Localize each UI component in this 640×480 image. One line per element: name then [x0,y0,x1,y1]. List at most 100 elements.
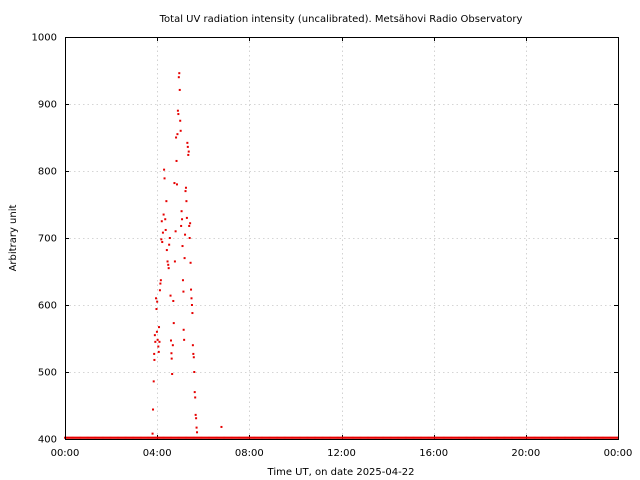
data-point [161,436,164,439]
data-point [429,436,432,439]
data-point [171,344,174,347]
data-point [190,436,193,439]
data-point [231,436,234,439]
data-point [177,113,180,116]
data-point [151,432,154,435]
x-tick-label: 12:00 [327,448,356,459]
data-point [202,436,205,439]
data-point [505,436,508,439]
data-point [187,150,190,153]
data-point [428,436,431,439]
data-point [311,436,314,439]
data-point [162,213,165,216]
data-point [241,436,244,439]
data-point [395,436,398,439]
data-point [173,436,176,439]
data-point [592,436,595,439]
data-point [393,436,396,439]
data-point [384,436,387,439]
data-point [447,436,450,439]
data-point [611,436,614,439]
data-point [514,436,517,439]
data-point [84,436,87,439]
data-point [436,436,439,439]
data-point [182,328,185,331]
data-point [354,436,357,439]
data-point [123,436,126,439]
data-point [144,436,147,439]
data-point [381,436,384,439]
data-point [483,436,486,439]
data-point [587,436,590,439]
data-point [365,436,368,439]
data-point [184,436,187,439]
data-point [153,358,156,361]
data-point [180,436,183,439]
data-point [414,436,417,439]
data-point [467,436,470,439]
data-point [567,436,570,439]
data-point [248,436,251,439]
data-point [553,436,556,439]
data-point [289,436,292,439]
data-point [481,436,484,439]
data-point [112,436,115,439]
data-point [189,261,192,264]
data-point [164,436,167,439]
data-point [264,436,267,439]
data-point [411,436,414,439]
data-point [545,436,548,439]
data-point [583,436,586,439]
data-point [593,436,596,439]
data-point [286,436,289,439]
data-point [175,136,178,139]
data-point [74,436,77,439]
data-point [564,436,567,439]
data-point [362,436,365,439]
data-point [279,436,282,439]
data-point [466,436,469,439]
x-tick-label: 00:00 [51,448,80,459]
data-point [399,436,402,439]
data-point [559,436,562,439]
data-point [602,436,605,439]
data-point [605,436,608,439]
data-point [528,436,531,439]
data-point [85,436,88,439]
data-point [558,436,561,439]
chart-title: Total UV radiation intensity (uncalibrat… [159,14,523,25]
data-point [91,436,94,439]
data-point [316,436,319,439]
data-point [156,338,159,341]
y-tick-label: 600 [38,301,57,312]
data-point [549,436,552,439]
data-point [70,436,73,439]
data-point [153,436,156,439]
data-point [461,436,464,439]
data-point [182,290,185,293]
data-point [544,436,547,439]
data-point [166,260,169,263]
data-point [305,436,308,439]
data-point [126,436,129,439]
data-point [173,182,176,185]
data-point [154,340,157,343]
data-point [474,436,477,439]
data-point [451,436,454,439]
data-point [175,183,178,186]
data-point [373,436,376,439]
data-point [423,436,426,439]
data-point [472,436,475,439]
data-point [446,436,449,439]
data-point [391,436,394,439]
data-point [77,436,80,439]
data-point [184,190,187,193]
data-point [468,436,471,439]
data-point [76,436,79,439]
data-point [184,233,187,236]
data-point [338,436,341,439]
data-point [163,168,166,171]
data-point [73,436,76,439]
data-point [181,436,184,439]
data-point [194,413,197,416]
